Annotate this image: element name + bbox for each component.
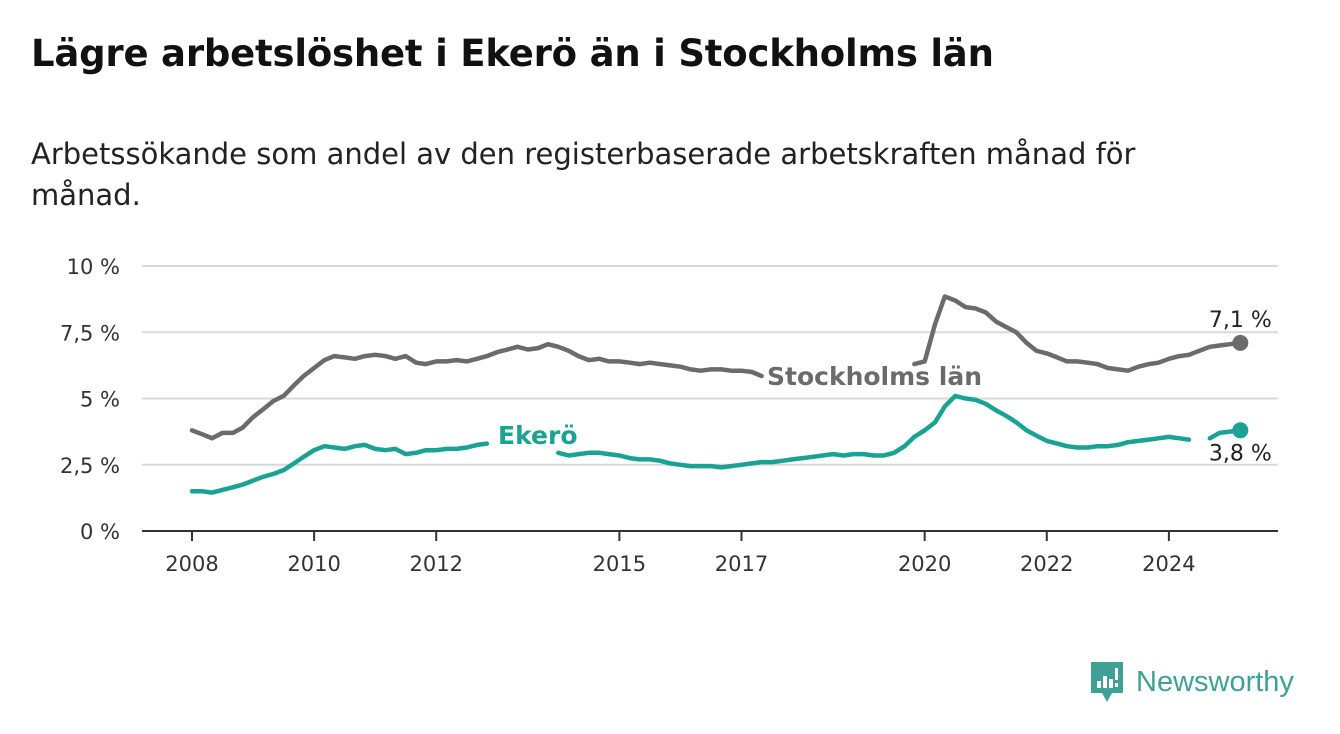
series-lines xyxy=(189,294,1249,495)
end-point-stockholm xyxy=(1232,334,1249,351)
chart-subtitle: Arbetssökande som andel av den registerb… xyxy=(31,137,1136,212)
y-tick-label: 2,5 % xyxy=(60,454,120,478)
chart-title: Lägre arbetslöshet i Ekerö än i Stockhol… xyxy=(31,32,994,75)
x-tick-label: 2015 xyxy=(593,552,646,576)
series-line-stockholm xyxy=(912,294,1243,373)
y-tick-label: 7,5 % xyxy=(60,321,120,345)
line-chart: 0 % 2,5 % 5 % 7,5 % 10 % 2008 2010 2012 2015 201… xyxy=(60,255,1278,576)
gridlines xyxy=(142,265,1278,466)
y-tick-label: 5 % xyxy=(80,388,120,412)
brand-name: Newsworthy xyxy=(1136,665,1294,698)
x-tick-label: 2008 xyxy=(165,552,218,576)
end-value-label-ekero: 3,8 % xyxy=(1209,441,1272,466)
series-line-ekero xyxy=(189,441,490,495)
y-tick-label: 0 % xyxy=(80,520,120,544)
x-tick-label: 2024 xyxy=(1142,552,1195,576)
brand-logo: Newsworthy xyxy=(1088,660,1294,704)
x-tick-label: 2010 xyxy=(287,552,340,576)
x-tick-label: 2017 xyxy=(715,552,768,576)
series-line-stockholm xyxy=(189,341,764,441)
x-tick-label: 2012 xyxy=(409,552,462,576)
series-label-ekero: Ekerö xyxy=(498,421,578,450)
y-tick-label: 10 % xyxy=(67,255,120,279)
series-line-ekero xyxy=(556,393,1192,470)
series-label-stockholm: Stockholms län xyxy=(767,362,982,391)
end-point-ekero xyxy=(1232,422,1249,439)
end-value-label-stockholm: 7,1 % xyxy=(1209,308,1272,333)
x-axis: 2008 2010 2012 2015 2017 2020 2022 2024 xyxy=(142,530,1278,576)
x-tick-label: 2022 xyxy=(1020,552,1073,576)
y-axis-ticks: 0 % 2,5 % 5 % 7,5 % 10 % xyxy=(60,255,120,544)
series-labels: 7,1 % 3,8 % Stockholms län Ekerö xyxy=(498,308,1272,466)
x-tick-label: 2020 xyxy=(898,552,951,576)
newsworthy-logo-icon xyxy=(1091,662,1123,702)
